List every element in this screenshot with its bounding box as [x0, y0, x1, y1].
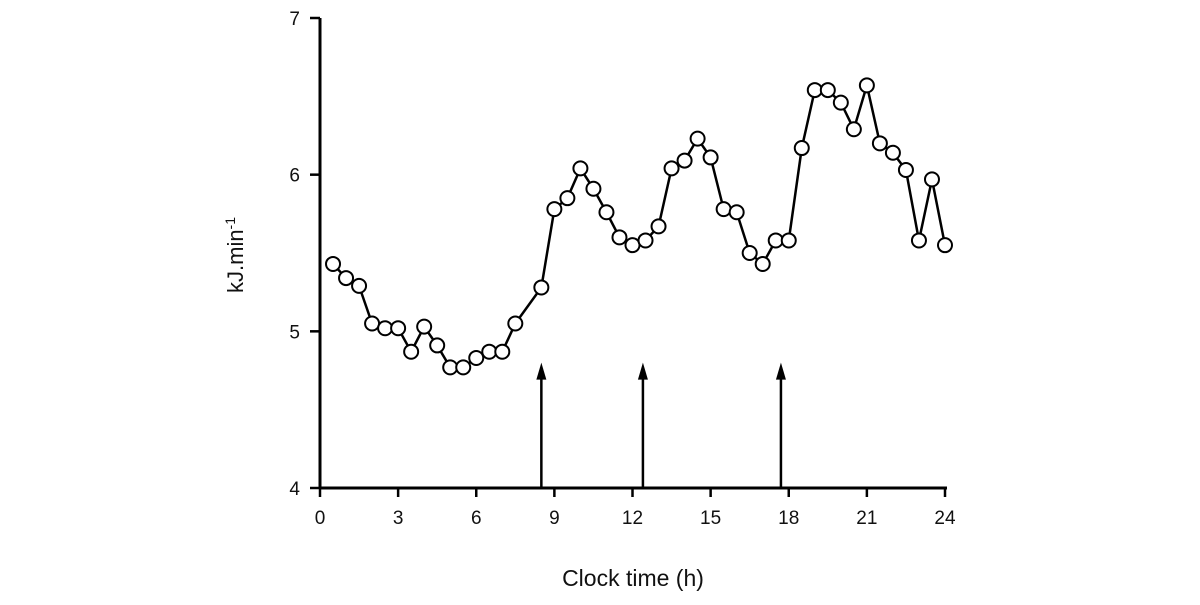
data-point	[780, 232, 797, 249]
data-point	[611, 229, 628, 246]
x-tick-label: 12	[622, 508, 643, 529]
data-point	[507, 315, 524, 332]
y-tick-label: 4	[289, 479, 300, 500]
x-tick-label: 0	[315, 508, 326, 529]
y-axis-label: kJ.min-1	[222, 217, 248, 293]
x-tick-label: 3	[393, 508, 404, 529]
data-point	[793, 140, 810, 157]
data-point	[754, 255, 771, 272]
data-point	[858, 77, 875, 94]
arrow-head	[775, 362, 786, 380]
data-point	[702, 149, 719, 166]
data-point	[832, 94, 849, 111]
x-axis-label: Clock time (h)	[562, 565, 704, 591]
data-point	[676, 152, 693, 169]
y-tick-label: 6	[289, 166, 300, 187]
data-series	[325, 77, 953, 376]
data-point	[884, 144, 901, 161]
data-point	[598, 204, 615, 221]
data-point	[819, 82, 836, 99]
data-point	[468, 349, 485, 366]
data-point	[845, 121, 862, 138]
data-point	[806, 82, 823, 99]
x-tick-label: 21	[856, 508, 877, 529]
arrow-head	[536, 362, 547, 380]
data-point	[689, 130, 706, 147]
data-point	[364, 315, 381, 332]
x-tick-label: 15	[700, 508, 721, 529]
data-point	[403, 343, 420, 360]
arrow-head	[637, 362, 648, 380]
data-point	[494, 343, 511, 360]
data-point	[650, 218, 667, 235]
data-point	[559, 190, 576, 207]
data-point	[533, 279, 550, 296]
y-axis-label-superscript: -1	[222, 217, 238, 230]
data-point	[871, 135, 888, 152]
data-point	[897, 161, 914, 178]
y-tick-label: 7	[289, 9, 300, 30]
data-point	[637, 232, 654, 249]
axes: 0 3 6 9 12 15 18 21 24 4 5 6 7	[289, 9, 956, 529]
data-point	[351, 277, 368, 294]
data-point	[442, 359, 459, 376]
data-point	[585, 180, 602, 197]
data-point	[390, 320, 407, 337]
data-point	[546, 201, 563, 218]
data-point	[767, 232, 784, 249]
data-point	[455, 359, 472, 376]
data-point	[572, 160, 589, 177]
x-tick-label: 9	[549, 508, 560, 529]
data-point	[338, 270, 355, 287]
arrow-annotations	[536, 362, 786, 488]
y-axis-label-main: kJ.min	[223, 229, 248, 293]
data-point	[416, 318, 433, 335]
data-point	[741, 245, 758, 261]
x-tick-label: 24	[934, 508, 956, 529]
data-point	[728, 204, 745, 221]
data-point	[624, 237, 641, 254]
data-point	[663, 160, 680, 177]
data-point	[429, 337, 446, 354]
data-point	[937, 237, 953, 254]
data-point	[325, 255, 342, 272]
data-point	[715, 201, 732, 218]
data-point	[377, 320, 394, 337]
x-tick-label: 18	[778, 508, 799, 529]
data-point	[910, 232, 927, 249]
y-tick-label: 5	[289, 322, 300, 343]
x-tick-label: 6	[471, 508, 482, 529]
data-point	[923, 171, 940, 188]
data-point	[481, 343, 498, 360]
